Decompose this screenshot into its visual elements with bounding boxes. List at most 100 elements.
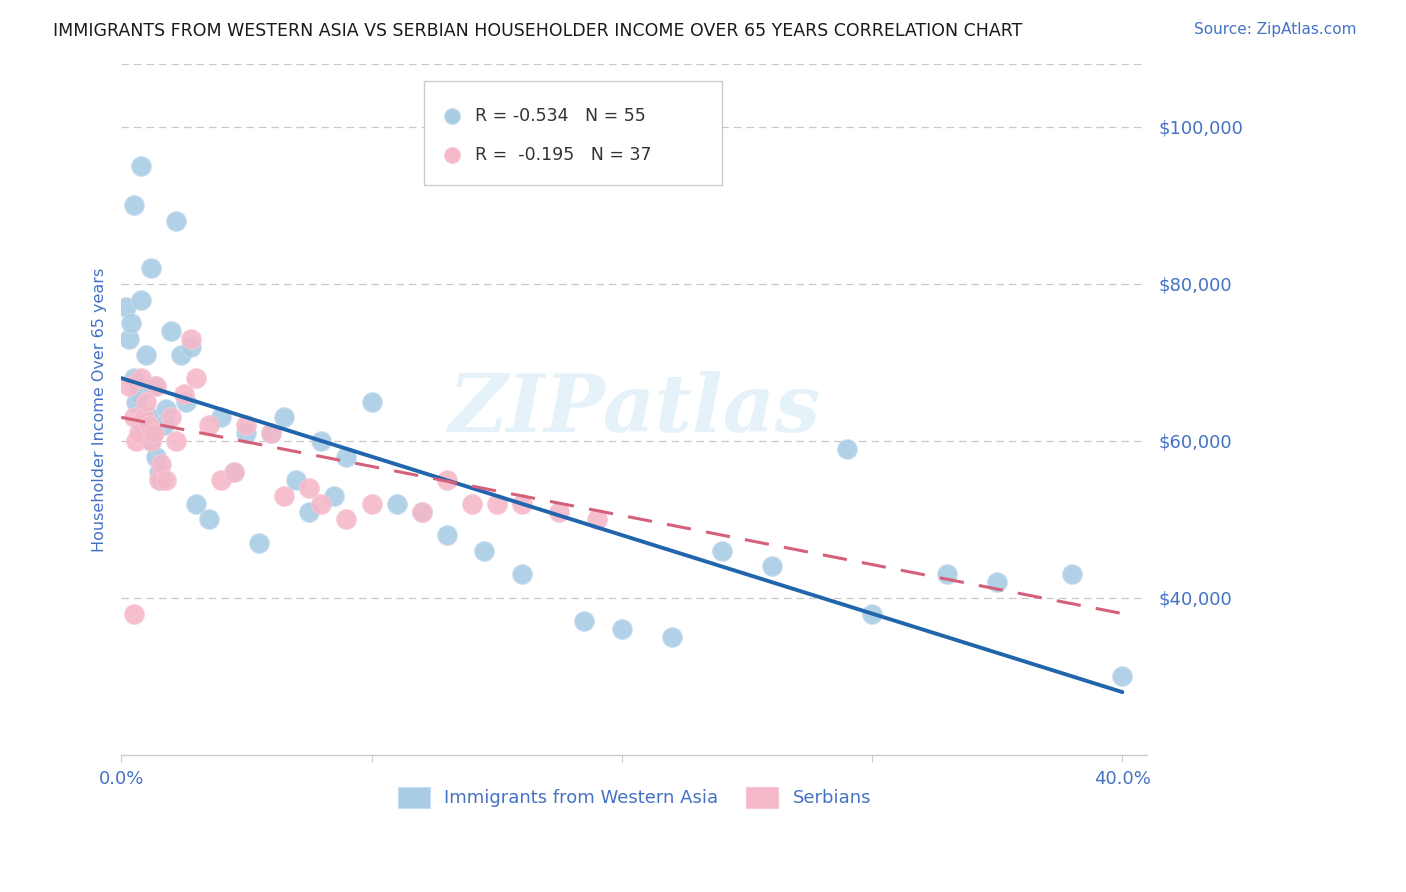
Point: [150, 458, 173, 472]
Point: [235, 425, 257, 440]
Point: [298, 481, 321, 495]
Point: [298, 504, 321, 518]
Point: [986, 575, 1008, 590]
Point: [761, 559, 783, 574]
Point: [141, 434, 163, 448]
Point: [141, 434, 163, 448]
Point: [174, 394, 197, 409]
Text: ZIPatlas: ZIPatlas: [449, 371, 820, 449]
Point: [585, 512, 607, 526]
Legend: Immigrants from Western Asia, Serbians: Immigrants from Western Asia, Serbians: [391, 780, 879, 815]
Point: [235, 418, 257, 433]
Point: [122, 371, 145, 385]
Point: [198, 418, 221, 433]
Point: [138, 418, 160, 433]
Point: [360, 497, 382, 511]
Point: [247, 536, 270, 550]
Point: [148, 473, 170, 487]
Point: [115, 301, 138, 315]
Point: [132, 418, 155, 433]
Point: [155, 402, 177, 417]
Point: [548, 504, 571, 518]
Point: [1062, 567, 1084, 582]
Point: [198, 512, 221, 526]
Point: [160, 324, 183, 338]
Point: [311, 497, 333, 511]
Point: [128, 425, 150, 440]
Point: [222, 465, 245, 479]
Point: [152, 418, 174, 433]
Point: [860, 607, 883, 621]
Point: [145, 450, 167, 464]
Text: R = -0.534   N = 55: R = -0.534 N = 55: [475, 107, 645, 125]
Point: [128, 386, 150, 401]
Point: [142, 379, 165, 393]
Text: IMMIGRANTS FROM WESTERN ASIA VS SERBIAN HOUSEHOLDER INCOME OVER 65 YEARS CORRELA: IMMIGRANTS FROM WESTERN ASIA VS SERBIAN …: [53, 22, 1022, 40]
Point: [936, 567, 959, 582]
Point: [132, 410, 155, 425]
Point: [141, 261, 163, 276]
Text: Source: ZipAtlas.com: Source: ZipAtlas.com: [1194, 22, 1357, 37]
Point: [710, 543, 733, 558]
Point: [138, 410, 160, 425]
Point: [661, 630, 683, 644]
Point: [173, 386, 195, 401]
Point: [610, 622, 633, 636]
Point: [118, 332, 141, 346]
Point: [460, 497, 482, 511]
Point: [135, 394, 157, 409]
Point: [125, 394, 148, 409]
Point: [160, 410, 183, 425]
Point: [142, 425, 165, 440]
Point: [335, 512, 357, 526]
Point: [129, 293, 152, 307]
FancyBboxPatch shape: [425, 81, 721, 185]
Point: [180, 332, 202, 346]
Point: [145, 379, 167, 393]
Point: [323, 489, 346, 503]
Point: [436, 473, 458, 487]
Point: [209, 410, 232, 425]
Point: [411, 504, 433, 518]
Point: [150, 473, 173, 487]
Point: [510, 567, 533, 582]
Point: [122, 607, 145, 621]
Point: [122, 410, 145, 425]
Point: [120, 316, 142, 330]
Point: [122, 198, 145, 212]
Point: [1111, 669, 1133, 683]
Point: [165, 214, 187, 228]
Point: [222, 465, 245, 479]
Point: [186, 371, 208, 385]
Point: [129, 159, 152, 173]
Point: [335, 450, 357, 464]
Point: [186, 497, 208, 511]
Point: [385, 497, 408, 511]
Point: [436, 528, 458, 542]
Point: [285, 473, 308, 487]
Point: [311, 434, 333, 448]
Point: [148, 465, 170, 479]
Point: [273, 489, 295, 503]
Point: [165, 434, 187, 448]
Y-axis label: Householder Income Over 65 years: Householder Income Over 65 years: [93, 268, 107, 551]
Point: [135, 347, 157, 361]
Point: [574, 615, 596, 629]
Point: [472, 543, 495, 558]
Point: [209, 473, 232, 487]
Point: [129, 371, 152, 385]
Point: [118, 379, 141, 393]
Point: [125, 434, 148, 448]
Text: R =  -0.195   N = 37: R = -0.195 N = 37: [475, 146, 652, 164]
Point: [360, 394, 382, 409]
Point: [180, 340, 202, 354]
Point: [485, 497, 508, 511]
Point: [155, 473, 177, 487]
Point: [260, 425, 283, 440]
Point: [260, 425, 283, 440]
Point: [835, 442, 858, 456]
Point: [411, 504, 433, 518]
Point: [510, 497, 533, 511]
Point: [170, 347, 193, 361]
Point: [273, 410, 295, 425]
